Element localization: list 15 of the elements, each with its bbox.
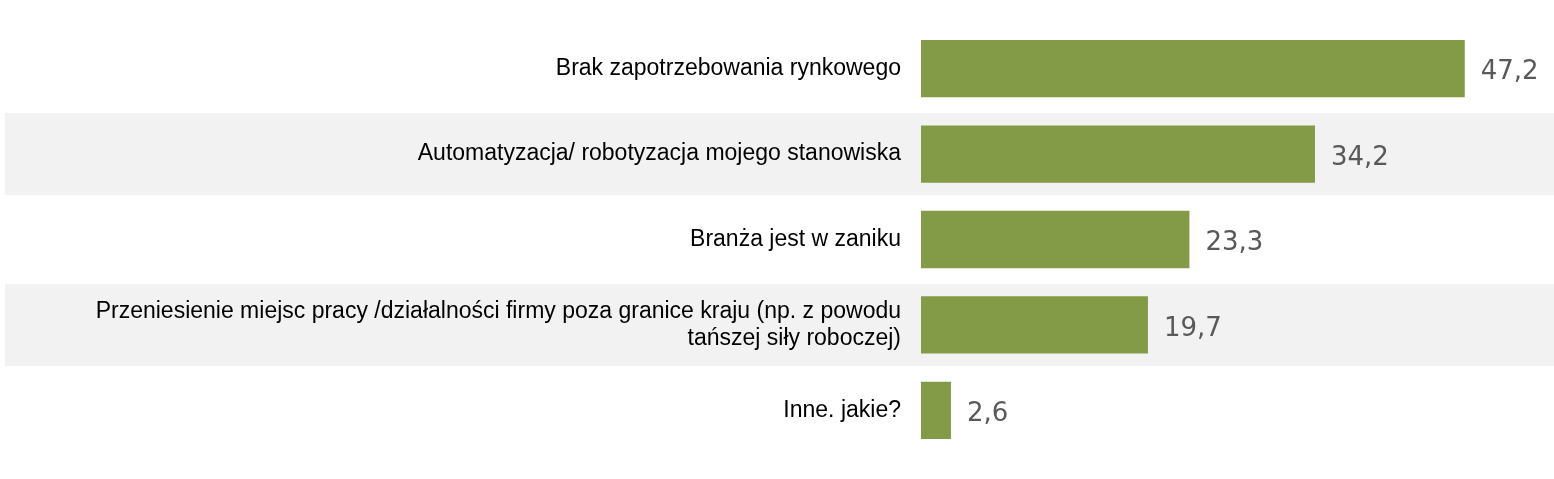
bar (921, 296, 1148, 354)
bar (921, 39, 1465, 98)
y-tick-label: Inne. jakie? (783, 395, 901, 422)
y-tick-label: Branża jest w zaniku (690, 224, 901, 251)
data-label: 19,7 (1163, 311, 1222, 342)
y-tick-label: Automatyzacja/ robotyzacja mojego stanowiska (417, 139, 902, 166)
y-tick-label: Brak zapotrzebowania rynkowego (555, 53, 901, 80)
data-label: 34,2 (1330, 140, 1389, 171)
bar (921, 125, 1315, 183)
bar (921, 381, 951, 440)
data-label: 47,2 (1480, 55, 1539, 86)
data-label: 23,3 (1205, 226, 1264, 257)
bar (921, 210, 1190, 269)
data-label: 2,6 (966, 397, 1009, 428)
y-tick-label: Przeniesienie miejsc pracy /działalności firmy poza granice kraju (np. z powodu tańszej siły roboczej) (95, 296, 901, 351)
